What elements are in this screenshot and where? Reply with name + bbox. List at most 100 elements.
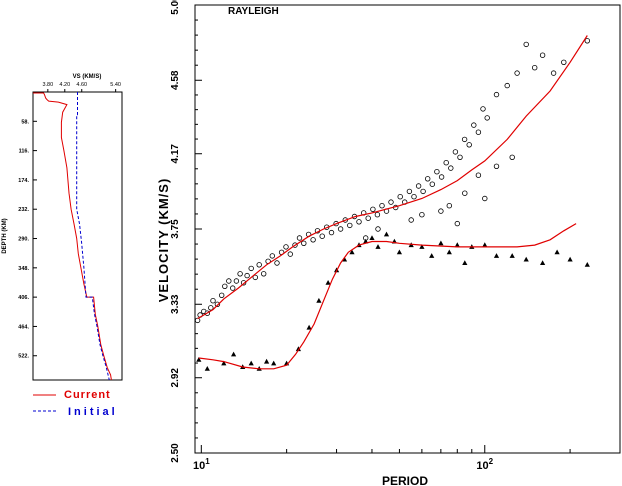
data-point-circle [448,165,454,171]
data-point-circle [370,206,376,212]
data-point-circle [406,188,413,195]
model-y-axis-label: DEPTH (KM) [2,218,8,253]
data-point-triangle [231,351,237,357]
data-point-circle [461,136,468,143]
dispersion-frame [194,4,621,454]
data-point-triangle [383,231,390,237]
model-y-tick-label: 348. [18,266,29,272]
dispersion-title: RAYLEIGH [228,6,279,17]
data-point-triangle [482,242,488,248]
data-point-circle [328,229,335,236]
data-point-triangle [204,366,210,371]
data-point-circle [388,199,394,205]
data-point-circle [375,226,381,232]
data-point-triangle [375,244,381,249]
model-x-tick-label: 4.60 [76,82,87,88]
data-point-circle [539,52,546,58]
data-point-circle [452,149,459,155]
dispersion-x-tick-label: 102 [476,457,493,472]
model-lines [33,92,112,381]
model-frame [32,91,123,381]
dispersion-x-tick-exponent: 2 [489,457,494,466]
data-point-circle [379,202,385,209]
data-point-circle [237,271,243,277]
model-y-tick-label: 116. [19,149,30,155]
model-x-ticks: 3.80 4.20 4.60 5.40 [42,82,121,92]
dispersion-y-tick-label: 3.33 [170,294,181,314]
model-line-current [33,92,112,381]
legend-current-label: Current [64,389,111,401]
data-point-triangle [419,244,425,249]
dispersion-y-tick-label: 4.58 [170,70,181,90]
data-point-circle [374,211,381,218]
data-point-triangle [509,253,515,258]
data-point-circle [484,115,490,121]
data-point-circle [482,195,488,202]
data-point-circle [269,253,275,259]
data-point-circle [462,190,468,196]
data-point-circle [233,278,240,284]
dispersion-x-tick-base: 10 [193,460,205,472]
model-y-tick-label: 464. [18,324,29,330]
dispersion-y-tick-label: 3.75 [170,219,181,239]
data-point-triangle [567,256,573,262]
data-point-circle [443,159,449,166]
data-point-triangle [316,297,322,303]
data-point-circle [438,208,444,214]
data-point-triangle [264,358,270,364]
dispersion-y-tick-label: 4.17 [170,144,181,164]
data-point-circle [252,274,258,281]
data-point-triangle [306,324,312,330]
dispersion-fit-lines [197,35,588,370]
data-point-circle [214,301,221,307]
data-point-circle [261,271,267,277]
data-point-circle [356,219,362,225]
data-point-triangle [584,262,590,267]
data-point-triangle [554,249,560,255]
data-point-circle [425,176,431,182]
data-point-triangle [429,253,435,258]
data-point-circle [229,285,236,291]
data-point-triangle [325,280,331,285]
model-y-tick-label: 290. [18,237,29,243]
data-point-circle [471,122,477,128]
data-point-circle [514,70,520,76]
data-point-circle [347,222,353,229]
dispersion-x-tick-label: 101 [193,457,210,472]
data-point-circle [434,168,440,175]
dispersion-x-ticks: 101 102 [193,445,621,472]
data-point-circle [561,59,567,65]
data-point-circle [274,260,280,266]
dispersion-x-tick-exponent: 1 [205,457,210,466]
dispersion-y-axis-label: VELOCITY (KM/S) [156,178,171,303]
model-y-ticks: 58. 116. 174. 232. 290. 348. 406. 464. 522. [18,119,37,360]
data-point-circle [446,202,452,209]
data-point-circle [319,233,325,239]
data-point-circle [438,174,445,180]
data-point-circle [194,317,201,324]
data-point-circle [222,283,228,289]
data-point-circle [493,163,500,169]
data-point-circle [415,183,422,189]
model-y-tick-label: 232. [18,207,29,213]
data-point-circle [504,82,510,89]
data-point-circle [411,193,417,200]
dispersion-y-tick-label: 5.00 [170,0,181,15]
model-y-tick-label: 58. [21,119,29,125]
data-point-triangle [523,256,529,262]
dispersion-x-axis-label: PERIOD [382,474,428,486]
data-point-triangle [221,360,227,366]
data-point-triangle [295,346,301,352]
data-point-circle [397,193,403,200]
data-point-circle [296,235,303,241]
data-point-circle [310,237,316,243]
data-point-circle [475,129,482,135]
model-y-tick-label: 522. [18,354,29,360]
model-line-initial [76,92,110,381]
data-point-circle [256,262,262,268]
data-point-triangle [396,249,402,255]
model-y-tick-label: 174. [18,178,29,184]
data-point-circle [466,142,472,148]
data-point-circle [523,41,529,48]
model-y-tick-label: 406. [18,295,29,301]
